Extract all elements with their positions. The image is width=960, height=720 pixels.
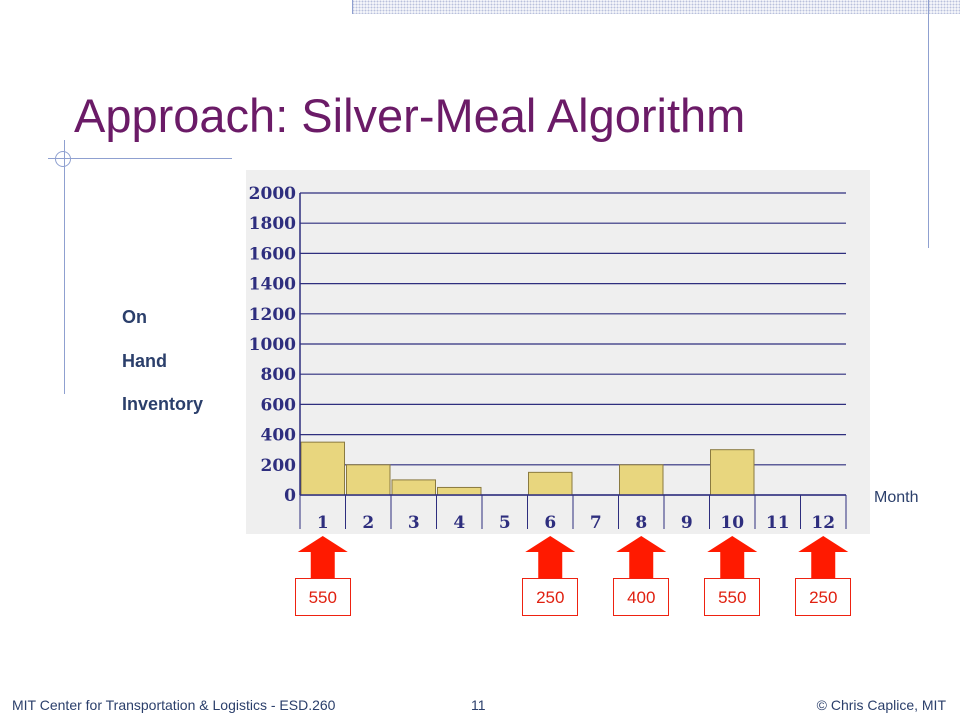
bar-month-1 [300,441,345,496]
order-quantity-month-6: 250 [522,578,579,616]
order-quantity-month-10: 550 [704,578,761,616]
order-arrows [297,536,849,578]
y-tick-label: 1200 [249,305,296,325]
bar-month-8 [619,464,664,496]
bar-month-2 [346,464,391,496]
bar-month-6 [528,471,573,496]
x-tick-label: 8 [635,513,647,533]
y-tick-label: 1800 [249,214,296,234]
y-tick-label: 600 [261,395,297,415]
x-tick-label: 3 [408,513,420,533]
y-tick-label: 800 [261,365,297,385]
bars [300,441,755,496]
order-quantity-month-8: 400 [613,578,670,616]
x-tick-label: 12 [811,513,835,533]
x-tick-label: 6 [544,513,556,533]
x-tick-label: 4 [453,513,465,533]
footer-source: MIT Center for Transportation & Logistic… [12,697,336,713]
x-tick-label: 11 [766,513,790,533]
order-quantity-month-1: 550 [294,578,351,616]
x-tick-label: 1 [317,513,329,533]
y-axis-label-line-1: On [122,307,147,327]
decor-circle [55,151,71,167]
y-tick-label: 1000 [249,335,296,355]
bar-month-4 [437,486,482,496]
footer-copyright: © Chris Caplice, MIT [816,697,946,713]
y-tick-label: 2000 [249,184,296,204]
y-tick-label: 200 [261,456,297,476]
page-number: 11 [471,697,486,713]
decor-line [928,0,929,248]
bar-month-10 [710,449,755,496]
y-axis-label-line-3: Inventory [122,394,204,414]
decor-line [352,0,353,14]
order-arrow-month-6 [525,536,576,578]
order-arrow-month-1 [297,536,348,578]
y-tick-label: 1600 [249,244,296,264]
y-tick-label: 400 [261,426,297,446]
y-tick-label: 0 [284,486,296,506]
top-dot-pattern [352,0,960,14]
x-tick-label: 2 [362,513,374,533]
order-arrow-month-8 [616,536,667,578]
decor-line [64,140,65,394]
order-quantity-month-12: 250 [795,578,852,616]
y-tick-label: 1400 [249,275,296,295]
slide-title: Approach: Silver-Meal Algorithm [74,89,746,142]
x-tick-label: 9 [681,513,693,533]
bar-month-3 [391,479,436,496]
x-tick-label: 10 [720,513,744,533]
x-tick-label: 7 [590,513,602,533]
x-axis-label: Month [874,489,919,506]
x-tick-label: 5 [499,513,511,533]
order-arrow-month-10 [707,536,758,578]
y-axis-label-line-2: Hand [122,351,167,371]
decor-line [48,158,232,159]
order-arrow-month-12 [798,536,849,578]
